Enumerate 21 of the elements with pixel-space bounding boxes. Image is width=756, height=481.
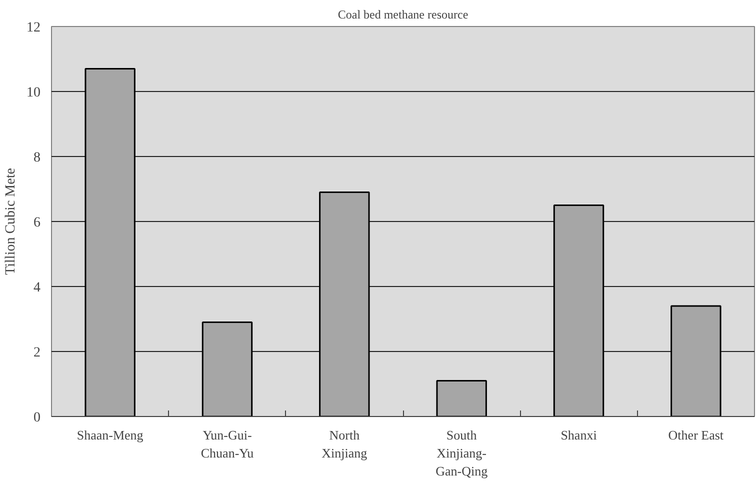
x-tick-label: North Xinjiang xyxy=(322,428,368,460)
x-tick-label: Other East xyxy=(668,428,724,442)
bar xyxy=(553,204,604,416)
bar xyxy=(84,68,136,416)
y-tick-label: 8 xyxy=(34,150,40,166)
y-tick-label: 2 xyxy=(34,346,40,360)
y-tick-label: 6 xyxy=(34,216,40,230)
bar xyxy=(670,305,722,416)
y-tick-label: 10 xyxy=(26,86,40,100)
bar xyxy=(202,322,253,416)
bar xyxy=(319,192,370,416)
y-tick-label: 4 xyxy=(34,280,40,296)
y-tick-label: 12 xyxy=(26,20,40,36)
y-tick-label: 0 xyxy=(34,410,40,426)
x-tick-label: Shaan-Meng xyxy=(76,428,144,442)
y-axis-title: Tillion Cubic Mete xyxy=(4,168,18,275)
bar xyxy=(436,380,487,416)
x-tick-label: Yun-Gui-Chuan-Yu xyxy=(200,428,254,460)
chart-title: Coal bed methane resource xyxy=(338,8,468,22)
x-tick-label: Shanxi xyxy=(560,428,598,442)
x-tick-label: South Xinjiang-Gan-Qing xyxy=(436,428,488,478)
